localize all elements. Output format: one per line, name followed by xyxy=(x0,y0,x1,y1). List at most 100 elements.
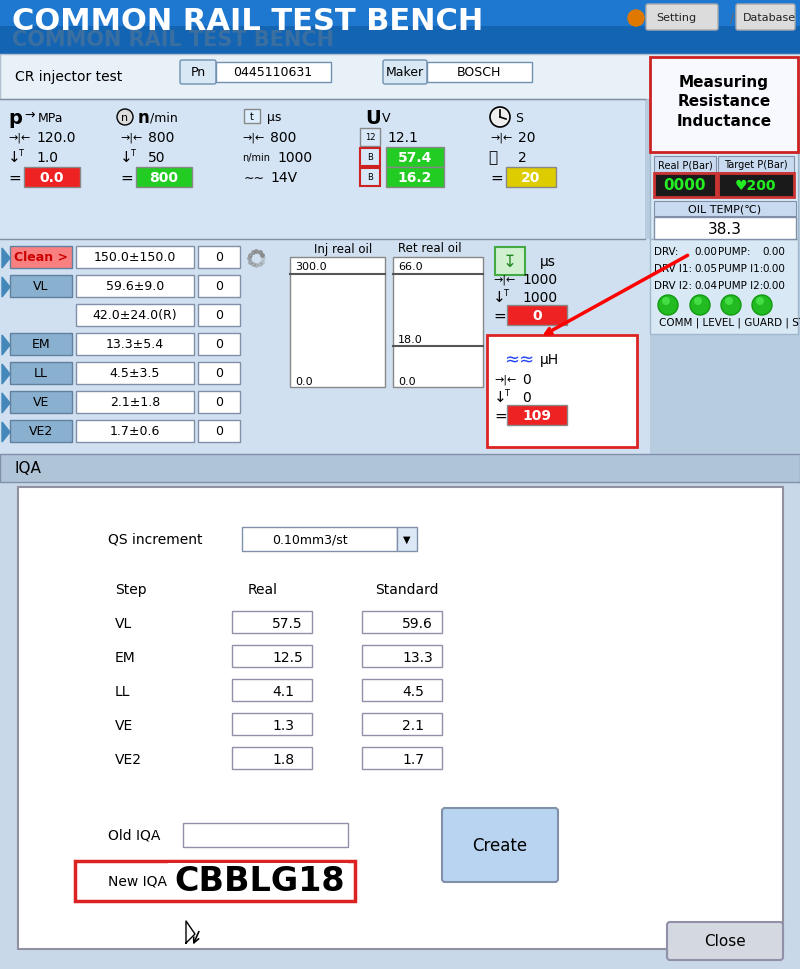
Bar xyxy=(506,168,556,188)
Circle shape xyxy=(752,296,772,316)
Text: 800: 800 xyxy=(150,171,178,185)
Text: B: B xyxy=(367,173,373,182)
Text: 16.2: 16.2 xyxy=(398,171,432,185)
Text: 1.7±0.6: 1.7±0.6 xyxy=(110,425,160,438)
Bar xyxy=(654,157,716,172)
Circle shape xyxy=(628,11,644,27)
Text: 0.00: 0.00 xyxy=(694,247,717,257)
Text: 1.0: 1.0 xyxy=(36,151,58,165)
Text: ↓: ↓ xyxy=(494,391,506,405)
Text: ≈≈: ≈≈ xyxy=(504,351,534,368)
Bar xyxy=(75,861,355,901)
Text: 1.3: 1.3 xyxy=(272,718,294,733)
Text: EM: EM xyxy=(32,338,50,351)
Text: 0.00: 0.00 xyxy=(762,264,785,273)
Text: Target P(Bar): Target P(Bar) xyxy=(724,160,788,170)
Text: 2: 2 xyxy=(518,151,526,165)
Polygon shape xyxy=(2,249,10,268)
Text: 12.5: 12.5 xyxy=(272,650,302,665)
Text: =: = xyxy=(8,171,21,185)
Text: →|←: →|← xyxy=(494,374,516,385)
Text: 66.0: 66.0 xyxy=(398,262,422,271)
Text: COMMON RAIL TEST BENCH: COMMON RAIL TEST BENCH xyxy=(12,8,483,37)
Polygon shape xyxy=(2,364,10,385)
Text: μs: μs xyxy=(267,111,282,124)
Text: 0.00: 0.00 xyxy=(762,281,785,291)
Text: n: n xyxy=(138,109,150,127)
Text: n: n xyxy=(122,112,129,123)
Text: DRV I2:: DRV I2: xyxy=(654,281,692,291)
Text: 38.3: 38.3 xyxy=(708,221,742,236)
Text: Inductance: Inductance xyxy=(677,114,771,130)
Text: COMM | LEVEL | GUARD | STOP: COMM | LEVEL | GUARD | STOP xyxy=(659,318,800,328)
Bar xyxy=(136,168,192,188)
Bar xyxy=(10,276,72,297)
Text: BOSCH: BOSCH xyxy=(457,67,501,79)
Bar xyxy=(10,391,72,414)
Bar xyxy=(198,391,240,414)
Text: =: = xyxy=(120,171,133,185)
Bar xyxy=(76,276,194,297)
Text: μH: μH xyxy=(540,353,559,366)
Bar xyxy=(198,276,240,297)
Polygon shape xyxy=(2,278,10,297)
Bar xyxy=(198,362,240,385)
Bar xyxy=(360,149,380,167)
Text: U: U xyxy=(365,109,381,127)
Text: 1.8: 1.8 xyxy=(272,752,294,766)
Text: n/min: n/min xyxy=(242,153,270,163)
Text: 57.4: 57.4 xyxy=(398,151,432,165)
Text: 800: 800 xyxy=(270,131,296,144)
Bar xyxy=(242,527,397,551)
Text: Create: Create xyxy=(473,836,527,854)
Bar xyxy=(427,63,532,83)
Text: DRV I1:: DRV I1: xyxy=(654,264,692,273)
Text: DRV:: DRV: xyxy=(654,247,678,257)
Text: T: T xyxy=(503,289,508,298)
Text: 4.1: 4.1 xyxy=(272,684,294,699)
Text: 0.04: 0.04 xyxy=(694,281,717,291)
Bar xyxy=(362,747,442,769)
Text: →|←: →|← xyxy=(242,133,264,143)
Text: 0: 0 xyxy=(215,425,223,438)
Circle shape xyxy=(694,297,702,305)
Text: →|←: →|← xyxy=(493,274,515,285)
Text: μs: μs xyxy=(540,255,556,268)
Text: 2.1±1.8: 2.1±1.8 xyxy=(110,396,160,409)
Bar xyxy=(386,168,444,188)
FancyBboxPatch shape xyxy=(736,5,795,31)
Text: 0.00: 0.00 xyxy=(762,247,785,257)
Bar xyxy=(76,421,194,443)
FancyBboxPatch shape xyxy=(646,5,718,31)
FancyBboxPatch shape xyxy=(383,61,427,85)
Bar xyxy=(650,239,798,334)
Text: /: / xyxy=(730,12,734,24)
Text: ↓: ↓ xyxy=(493,290,506,305)
Bar xyxy=(198,421,240,443)
Text: ♥200: ♥200 xyxy=(735,179,777,193)
Bar xyxy=(10,421,72,443)
Text: Standard: Standard xyxy=(375,582,438,596)
Text: 14V: 14V xyxy=(270,171,297,185)
Bar xyxy=(0,55,800,100)
Bar xyxy=(76,391,194,414)
Bar xyxy=(507,305,567,326)
Text: 0: 0 xyxy=(532,309,542,323)
Text: →|←: →|← xyxy=(490,133,512,143)
Text: T: T xyxy=(504,390,509,398)
Text: VE2: VE2 xyxy=(115,752,142,766)
Text: 20: 20 xyxy=(522,171,541,185)
Circle shape xyxy=(658,296,678,316)
Text: 1000: 1000 xyxy=(277,151,312,165)
Bar xyxy=(654,202,796,217)
Text: Pn: Pn xyxy=(190,67,206,79)
Text: 0000: 0000 xyxy=(664,178,706,193)
Text: EM: EM xyxy=(115,650,136,665)
Text: OIL TEMP(℃): OIL TEMP(℃) xyxy=(689,204,762,215)
Text: PUMP I1:: PUMP I1: xyxy=(718,264,763,273)
Bar xyxy=(76,362,194,385)
Circle shape xyxy=(662,297,670,305)
Text: COMMON RAIL TEST BENCH: COMMON RAIL TEST BENCH xyxy=(12,30,334,50)
Bar xyxy=(10,333,72,356)
Bar xyxy=(290,258,385,388)
